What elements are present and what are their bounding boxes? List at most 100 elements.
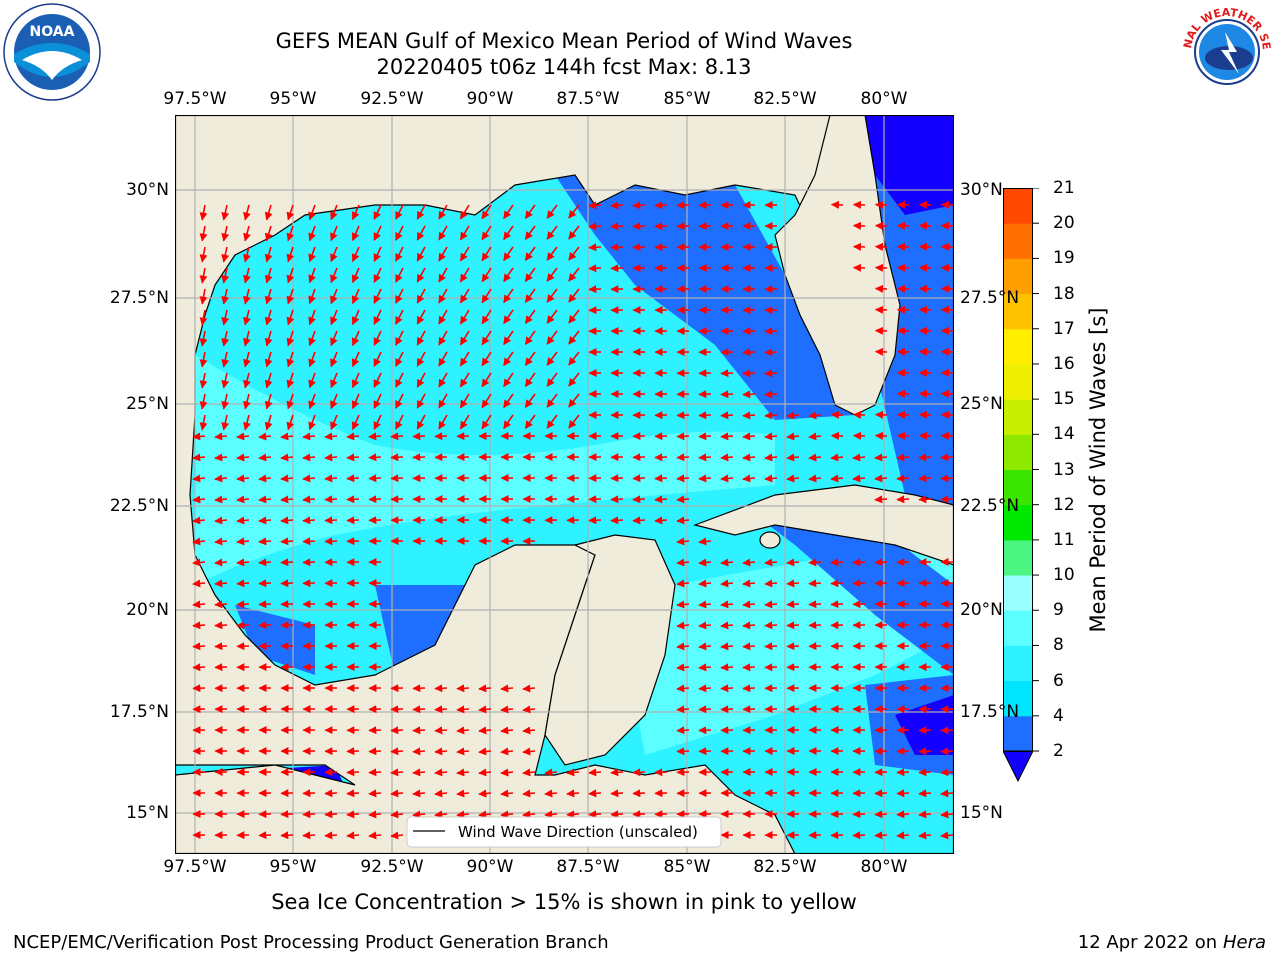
wave-direction-arrow xyxy=(308,288,316,305)
wave-direction-arrow xyxy=(481,414,492,430)
wave-direction-arrow xyxy=(390,747,404,756)
wave-direction-arrow xyxy=(698,600,712,609)
wave-direction-arrow xyxy=(214,621,228,630)
wave-direction-arrow xyxy=(199,414,208,431)
wave-direction-arrow xyxy=(438,414,448,430)
wave-period-zone-light xyxy=(195,355,775,585)
wave-direction-arrow xyxy=(524,414,536,429)
wave-direction-arrow xyxy=(896,789,910,798)
colorbar-segment xyxy=(1003,575,1033,611)
lon-label-bottom: 92.5°W xyxy=(360,857,424,877)
wave-direction-arrow xyxy=(373,246,382,262)
wave-direction-arrow xyxy=(786,411,800,420)
wave-direction-arrow xyxy=(808,411,822,420)
wave-direction-arrow xyxy=(786,558,800,567)
wave-direction-arrow xyxy=(351,351,360,368)
wave-direction-arrow xyxy=(438,372,448,388)
wave-direction-arrow xyxy=(918,495,932,504)
wave-direction-arrow xyxy=(412,432,426,441)
wave-direction-arrow xyxy=(632,474,646,483)
wave-direction-arrow xyxy=(546,246,558,261)
noaa-logo: NOAA xyxy=(3,3,101,101)
wave-direction-arrow xyxy=(199,225,208,242)
wave-direction-arrow xyxy=(199,204,208,221)
wave-direction-arrow xyxy=(503,393,514,409)
wave-direction-arrow xyxy=(264,393,273,410)
colorbar-tick-label: 17 xyxy=(1053,318,1075,339)
wave-direction-arrow xyxy=(500,789,514,798)
wave-direction-arrow xyxy=(236,600,250,609)
colorbar-segment xyxy=(1003,469,1033,506)
wave-direction-arrow xyxy=(368,789,382,798)
wave-direction-arrow xyxy=(940,831,954,840)
wave-direction-arrow xyxy=(524,330,536,345)
wave-direction-arrow xyxy=(236,432,250,441)
wave-direction-arrow xyxy=(368,432,382,441)
wave-direction-arrow xyxy=(236,474,250,483)
wave-direction-arrow xyxy=(438,246,448,262)
wave-direction-arrow xyxy=(459,309,470,325)
noaa-logo-text: NOAA xyxy=(30,24,75,40)
wave-direction-arrow xyxy=(236,579,250,588)
wave-direction-arrow xyxy=(286,246,295,263)
wave-direction-arrow xyxy=(874,453,888,462)
colorbar-segment xyxy=(1003,258,1033,295)
wave-direction-arrow xyxy=(676,558,690,567)
wave-direction-arrow xyxy=(416,330,426,346)
wave-direction-arrow xyxy=(308,351,316,368)
wave-direction-arrow xyxy=(324,831,338,840)
wave-direction-arrow xyxy=(524,351,536,366)
wave-direction-arrow xyxy=(896,831,910,840)
wave-direction-arrow xyxy=(786,432,800,441)
colorbar-segment xyxy=(1003,539,1033,576)
wave-direction-arrow xyxy=(214,516,228,525)
wave-direction-arrow xyxy=(503,414,514,430)
wave-direction-arrow xyxy=(192,579,206,588)
wave-direction-arrow xyxy=(258,537,272,546)
footer-date-text: 12 Apr 2022 on xyxy=(1077,932,1223,953)
wave-direction-arrow xyxy=(500,747,514,756)
wave-direction-arrow xyxy=(434,768,448,777)
wave-direction-arrow xyxy=(438,351,448,367)
wave-direction-arrow xyxy=(503,204,514,220)
wave-direction-arrow xyxy=(192,663,206,672)
wave-direction-arrow xyxy=(742,411,756,420)
wave-direction-arrow xyxy=(280,516,294,525)
wave-direction-arrow xyxy=(395,267,404,283)
wave-direction-arrow xyxy=(503,267,514,283)
wave-direction-arrow xyxy=(243,225,251,242)
wave-direction-arrow xyxy=(330,309,338,326)
wave-direction-arrow xyxy=(390,726,404,735)
map-title-line1: GEFS MEAN Gulf of Mexico Mean Period of … xyxy=(275,29,853,53)
wave-direction-arrow xyxy=(390,789,404,798)
wave-direction-arrow xyxy=(192,621,206,630)
wave-direction-arrow xyxy=(522,684,536,693)
wave-direction-arrow xyxy=(546,225,558,240)
lat-label-right: 27.5°N xyxy=(960,288,1020,308)
wave-direction-arrow xyxy=(351,330,360,347)
wave-direction-arrow xyxy=(500,726,514,735)
wave-direction-arrow xyxy=(478,705,492,714)
wave-direction-arrow xyxy=(416,225,426,241)
wave-direction-arrow xyxy=(566,789,580,798)
colorbar-tick-label: 10 xyxy=(1053,565,1075,586)
lon-label-top: 85°W xyxy=(663,89,711,109)
wave-direction-arrow xyxy=(698,432,712,441)
wave-direction-arrow xyxy=(324,516,338,525)
wave-direction-arrow xyxy=(676,579,690,588)
wave-direction-arrow xyxy=(742,474,756,483)
lon-label-top: 92.5°W xyxy=(360,89,424,109)
wave-direction-arrow xyxy=(742,390,756,399)
wave-direction-arrow xyxy=(459,225,470,241)
footer-machine: Hera xyxy=(1222,932,1266,953)
wave-direction-arrow xyxy=(368,453,382,462)
wave-direction-arrow xyxy=(676,726,690,735)
wave-direction-arrow xyxy=(478,810,492,819)
wave-direction-arrow xyxy=(568,330,580,345)
wave-direction-arrow xyxy=(940,726,954,735)
wave-direction-arrow xyxy=(546,393,558,408)
wave-direction-arrow xyxy=(373,351,382,367)
wave-direction-arrow xyxy=(434,789,448,798)
wave-direction-arrow xyxy=(214,495,228,504)
wave-direction-arrow xyxy=(330,246,338,263)
